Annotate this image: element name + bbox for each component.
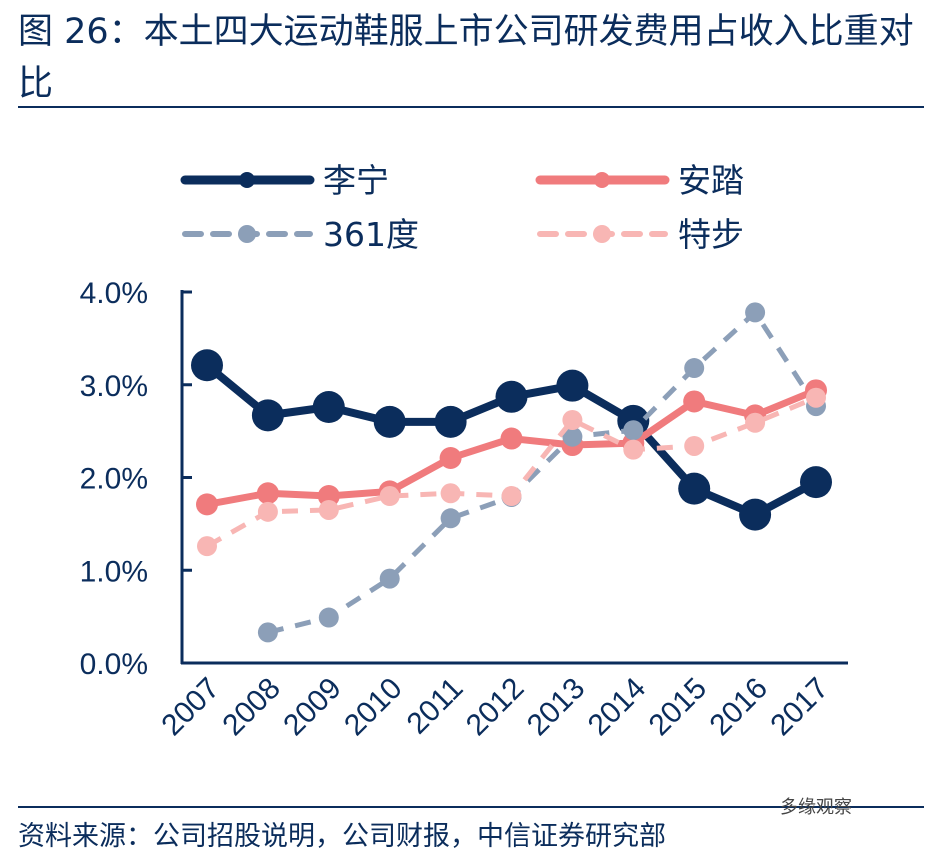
legend-marker — [593, 225, 611, 243]
data-point — [440, 508, 461, 529]
series-line-3 — [205, 395, 817, 549]
data-point — [379, 568, 400, 589]
data-point — [500, 427, 523, 450]
watermark: 多缘观察 — [780, 797, 852, 818]
data-point — [373, 405, 406, 438]
y-tick-label: 3.0% — [80, 370, 148, 403]
legend-marker — [239, 172, 255, 188]
legend-label: 安踏 — [678, 161, 744, 200]
data-point — [562, 426, 583, 447]
data-point — [312, 391, 345, 424]
footer-divider — [18, 806, 924, 808]
x-tick-label: 2012 — [460, 672, 531, 743]
data-point — [562, 409, 583, 430]
series-line-2 — [267, 309, 819, 635]
data-point — [806, 387, 826, 408]
data-point — [440, 483, 461, 504]
data-point — [556, 369, 589, 402]
data-point — [317, 485, 340, 508]
y-tick-label: 0.0% — [80, 648, 148, 681]
legend-marker — [238, 225, 256, 243]
data-point — [683, 390, 706, 413]
data-point — [379, 486, 400, 507]
data-point — [256, 482, 279, 505]
y-tick-label: 4.0% — [80, 277, 148, 310]
legend-label: 361度 — [323, 215, 419, 254]
data-point — [197, 536, 217, 557]
data-point — [501, 486, 522, 507]
chart-title: 图 26：本土四大运动鞋服上市公司研发费用占收入比重对比 — [18, 12, 914, 104]
data-point — [684, 358, 705, 379]
x-tick-label: 2008 — [216, 672, 287, 743]
data-point — [623, 439, 644, 460]
data-point — [739, 498, 772, 531]
x-tick-label: 2009 — [277, 672, 348, 743]
source-note: 资料来源：公司招股说明，公司财报，中信证券研究部 — [18, 821, 666, 852]
x-tick-label: 2007 — [155, 672, 226, 743]
data-point — [678, 472, 711, 505]
legend-label: 特步 — [678, 215, 744, 254]
y-tick-label: 2.0% — [80, 463, 148, 496]
data-point — [800, 466, 832, 499]
data-point — [439, 447, 462, 470]
y-tick-label: 1.0% — [80, 555, 148, 588]
legend-label: 李宁 — [323, 161, 389, 200]
data-point — [251, 399, 284, 432]
x-tick-label: 2013 — [521, 672, 592, 743]
data-point — [318, 607, 339, 628]
legend-marker — [594, 172, 610, 188]
data-point — [257, 501, 278, 522]
data-point — [318, 499, 339, 520]
data-point — [684, 435, 705, 456]
data-point — [623, 420, 644, 441]
data-point — [196, 493, 218, 516]
data-point — [495, 380, 528, 413]
data-point — [434, 405, 467, 438]
title-divider — [18, 106, 924, 108]
x-tick-label: 2015 — [643, 672, 714, 743]
x-tick-label: 2011 — [401, 672, 470, 741]
x-tick-label: 2014 — [582, 672, 653, 743]
data-point — [745, 302, 766, 323]
x-tick-label: 2010 — [338, 672, 409, 743]
data-point — [745, 412, 766, 433]
x-tick-label: 2017 — [764, 672, 835, 743]
data-point — [257, 622, 278, 643]
x-tick-label: 2016 — [704, 672, 775, 743]
data-point — [191, 349, 223, 382]
